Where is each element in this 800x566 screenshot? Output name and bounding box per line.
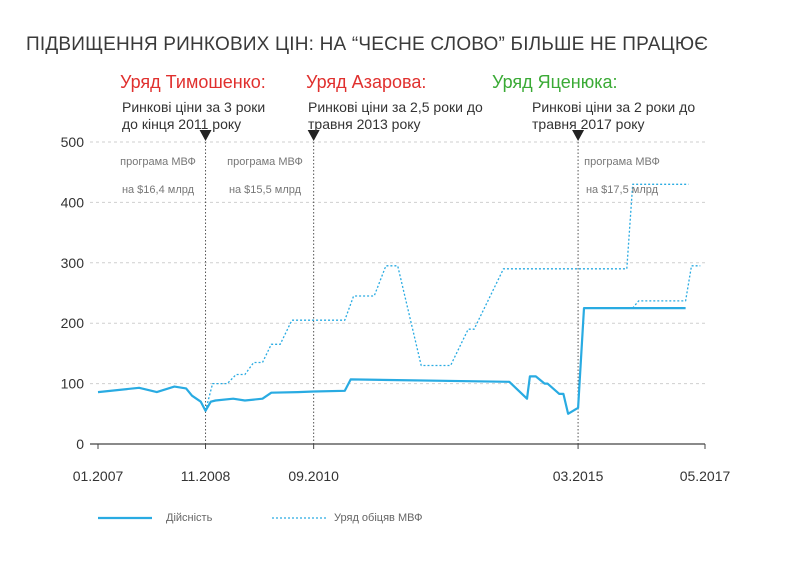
x-tick-label: 11.2008	[181, 468, 231, 484]
gov-desc-line: Ринкові ціни за 3 роки	[122, 99, 266, 115]
y-tick-label: 300	[61, 255, 85, 271]
gov-desc-line: травня 2017 року	[532, 116, 645, 132]
imf-program-amount: на $16,4 млрд	[121, 184, 195, 196]
y-tick-label: 500	[61, 134, 85, 150]
imf-program-label: програма МВФ	[227, 156, 303, 168]
x-tick-label: 05.2017	[680, 468, 731, 484]
y-tick-label: 0	[76, 436, 84, 452]
x-tick-label: 03.2015	[553, 468, 604, 484]
gov-name-tymoshenko: Уряд Тимошенко:	[120, 72, 266, 92]
imf-program-note: програма МВФ на $17,5 млрд	[576, 148, 668, 204]
event-marker-triangle	[572, 130, 585, 141]
imf-program-note: програма МВФ на $15,5 млрд	[219, 148, 311, 204]
imf-program-amount: на $17,5 млрд	[585, 184, 659, 196]
imf-program-label: програма МВФ	[120, 156, 196, 168]
imf-program-label: програма МВФ	[584, 156, 660, 168]
legend-label-actual: Дійсність	[166, 512, 213, 524]
gov-desc-tymoshenko: Ринкові ціни за 3 роки до кінця 2011 рок…	[122, 99, 265, 133]
grid-lines	[90, 141, 705, 385]
series-lines	[97, 183, 701, 415]
gov-desc-line: Ринкові ціни за 2 роки до	[532, 99, 696, 115]
gov-name-yatsenyuk: Уряд Яценюка:	[492, 72, 618, 92]
x-tick-label: 01.2007	[73, 468, 124, 484]
event-markers	[199, 130, 585, 444]
series-promised-line	[204, 183, 689, 411]
gov-desc-line: Ринкові ціни за 2,5 роки до	[308, 99, 483, 115]
y-tick-label: 200	[61, 315, 85, 331]
gov-desc-azarov: Ринкові ціни за 2,5 роки до травня 2013 …	[308, 99, 483, 133]
x-tick-label: 09.2010	[288, 468, 339, 484]
gov-desc-yatsenyuk: Ринкові ціни за 2 роки до травня 2017 ро…	[532, 99, 695, 133]
event-marker-triangle	[307, 130, 320, 141]
y-tick-label: 400	[61, 194, 85, 210]
y-tick-label: 100	[61, 376, 85, 392]
series-promised-line	[632, 265, 701, 309]
imf-program-amount: на $15,5 млрд	[228, 184, 302, 196]
gov-name-azarov: Уряд Азарова:	[306, 72, 427, 92]
legend-label-promised: Уряд обіцяв МВФ	[334, 512, 423, 524]
imf-program-note: програма МВФ на $16,4 млрд	[112, 148, 204, 204]
chart-title: ПІДВИЩЕННЯ РИНКОВИХ ЦІН: НА “ЧЕСНЕ СЛОВО…	[26, 34, 709, 55]
event-marker-triangle	[199, 130, 212, 141]
series-actual-line	[97, 307, 686, 415]
axes: 0 100 200 300 400 500 01.2007 11.2008 09.2010 03.…	[61, 134, 731, 484]
gov-desc-line: травня 2013 року	[308, 116, 421, 132]
gov-desc-line: до кінця 2011 року	[122, 116, 242, 132]
